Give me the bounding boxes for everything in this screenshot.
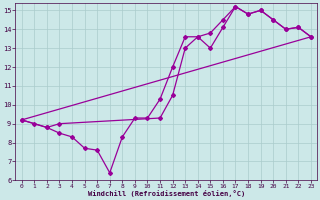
X-axis label: Windchill (Refroidissement éolien,°C): Windchill (Refroidissement éolien,°C) xyxy=(88,190,245,197)
